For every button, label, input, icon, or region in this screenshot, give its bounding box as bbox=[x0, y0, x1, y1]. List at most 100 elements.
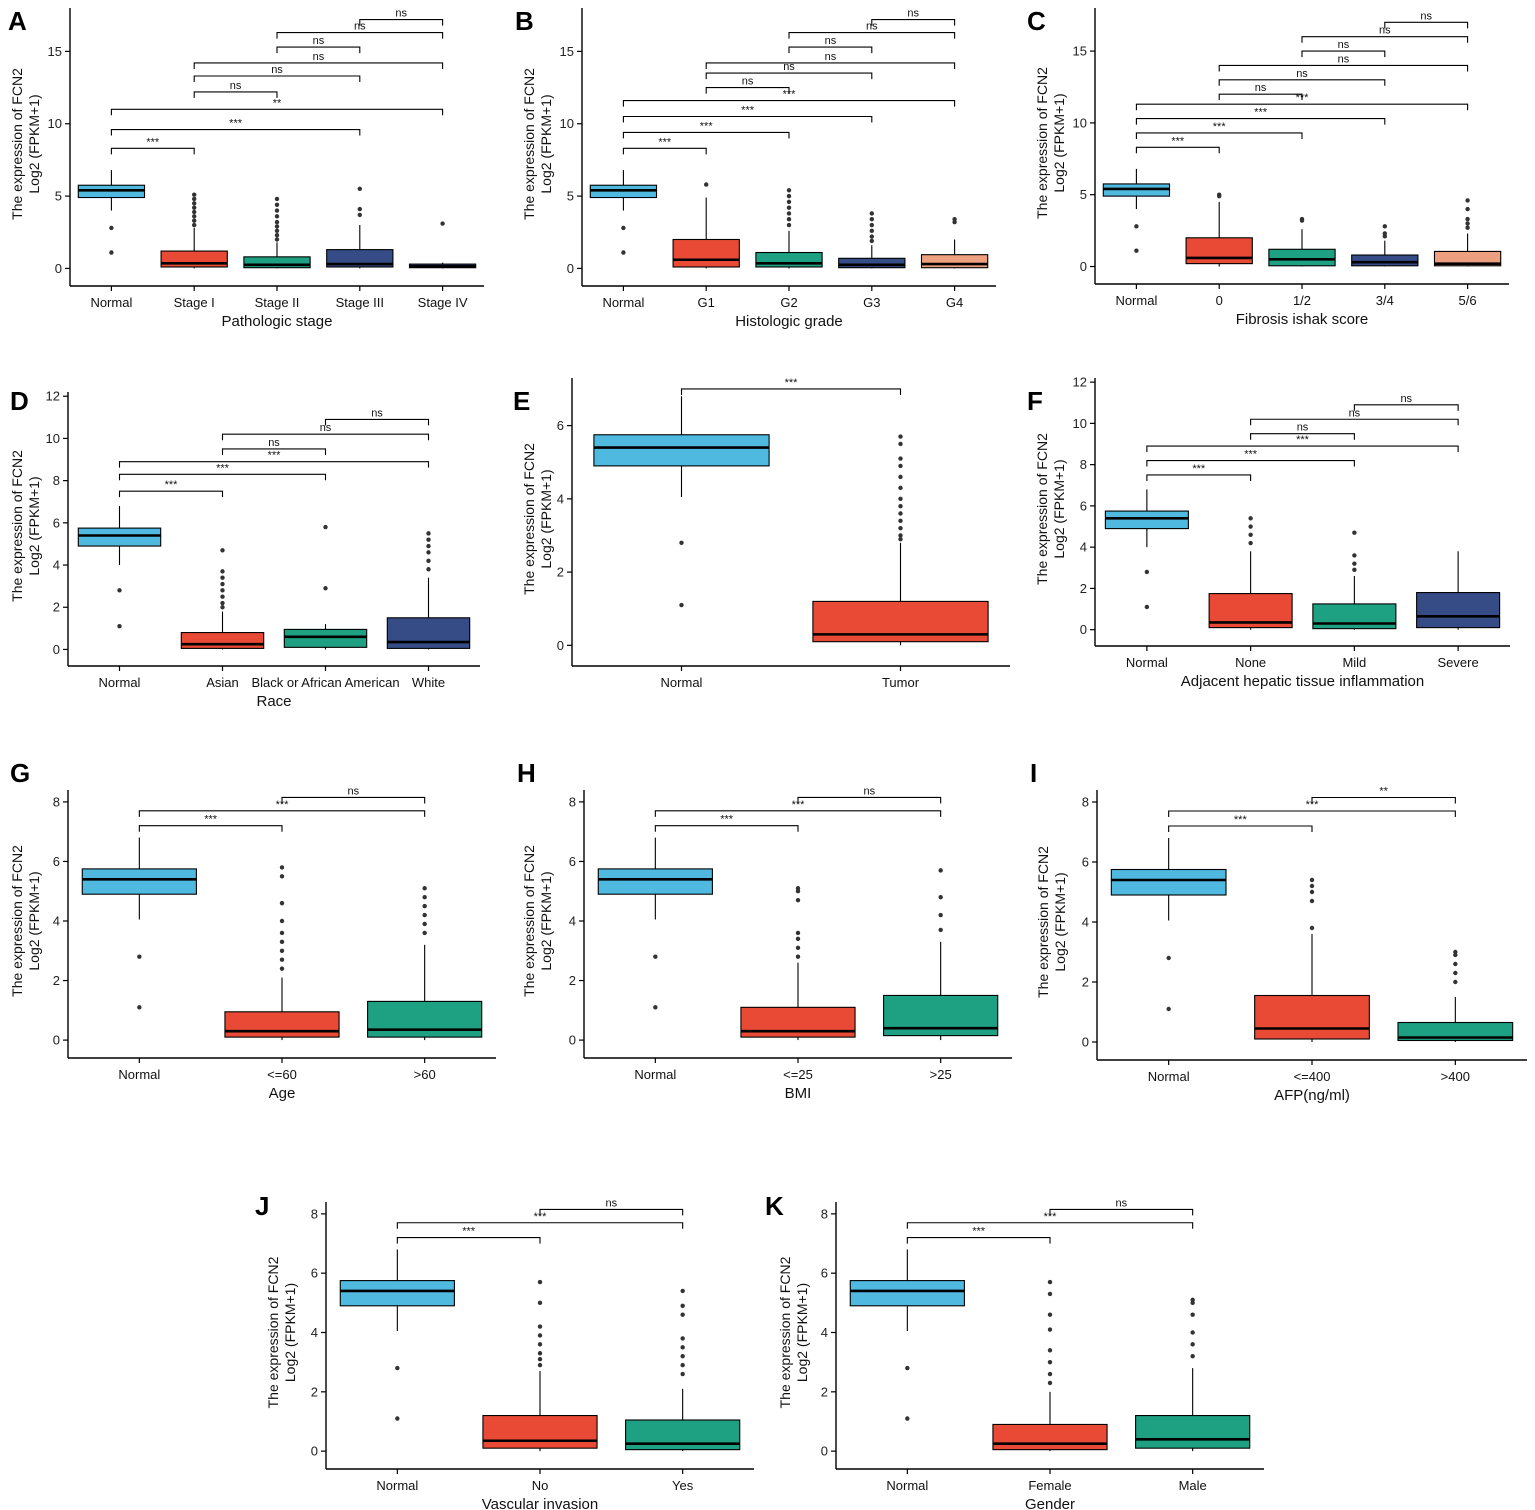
significance-bracket: ns bbox=[705, 61, 873, 80]
box-body bbox=[283, 628, 368, 648]
significance-label: *** bbox=[792, 799, 806, 811]
outlier-point bbox=[795, 886, 801, 891]
significance-label: *** bbox=[534, 1211, 548, 1223]
outlier-point bbox=[323, 524, 328, 530]
box-body bbox=[755, 251, 823, 268]
significance-bracket: *** bbox=[1135, 135, 1220, 154]
y-tick-label: 0 bbox=[1082, 1035, 1089, 1050]
y-tick-label: 0 bbox=[53, 642, 60, 657]
significance-label: *** bbox=[1213, 121, 1227, 133]
significance-bracket: *** bbox=[138, 814, 283, 832]
y-axis-subtitle: Log2 (FPKM+1) bbox=[26, 871, 42, 970]
box-g3 bbox=[838, 211, 906, 269]
outlier-point bbox=[786, 217, 792, 222]
outlier-point bbox=[795, 954, 801, 959]
outlier-point bbox=[938, 894, 943, 900]
x-tick-label: Normal bbox=[602, 295, 644, 310]
outlier-point bbox=[680, 1362, 685, 1368]
y-tick-label: 8 bbox=[53, 794, 60, 809]
panel-letter: I bbox=[1030, 758, 1037, 788]
significance-label: *** bbox=[1044, 1211, 1058, 1223]
y-tick-label: 0 bbox=[53, 1033, 60, 1048]
outlier-point bbox=[422, 912, 427, 918]
outlier-point bbox=[1047, 1348, 1053, 1353]
box-body bbox=[597, 868, 713, 895]
y-tick-label: 8 bbox=[311, 1206, 318, 1221]
outlier-point bbox=[357, 206, 362, 212]
y-tick-label: 2 bbox=[1080, 581, 1087, 596]
y-tick-label: 6 bbox=[1080, 498, 1087, 513]
outlier-point bbox=[440, 221, 445, 226]
outlier-point bbox=[679, 540, 684, 546]
outlier-point bbox=[1465, 198, 1470, 203]
box-body bbox=[740, 1006, 856, 1038]
bracket-line bbox=[193, 91, 278, 98]
outlier-point bbox=[357, 186, 362, 192]
significance-label: ns bbox=[1400, 393, 1412, 405]
box-normal bbox=[589, 170, 658, 255]
outlier-point bbox=[537, 1333, 543, 1338]
significance-bracket: *** bbox=[118, 462, 327, 481]
panel-letter: C bbox=[1027, 6, 1046, 36]
x-tick-label: Severe bbox=[1438, 655, 1479, 670]
significance-bracket: *** bbox=[118, 479, 224, 498]
significance-label: ns bbox=[371, 407, 383, 419]
significance-label: *** bbox=[276, 799, 290, 811]
outlier-point bbox=[1047, 1291, 1053, 1297]
significance-bracket: *** bbox=[654, 799, 942, 817]
box-body bbox=[1185, 237, 1253, 265]
x-tick-label: 0 bbox=[1216, 293, 1223, 308]
outlier-point bbox=[537, 1351, 543, 1356]
y-axis-title: The expression of FCN2 bbox=[9, 68, 25, 220]
significance-label: *** bbox=[1254, 107, 1268, 119]
outlier-point bbox=[274, 196, 280, 202]
x-axis-title: Gender bbox=[1025, 1496, 1075, 1510]
bracket-line bbox=[276, 32, 444, 39]
significance-label: *** bbox=[1234, 814, 1248, 826]
significance-label: ns bbox=[320, 422, 332, 434]
x-tick-label: Stage III bbox=[336, 295, 384, 310]
significance-bracket: ns bbox=[705, 76, 790, 94]
panel-f: F 0 2 4 6 8 10 12 The expression of FCN2 Log2 (FP… bbox=[1027, 375, 1510, 690]
panel-letter: G bbox=[10, 758, 30, 788]
outlier-point bbox=[1047, 1279, 1053, 1285]
box--60 bbox=[224, 865, 340, 1041]
outlier-point bbox=[1453, 961, 1458, 967]
panel-letter: D bbox=[10, 386, 29, 416]
outlier-point bbox=[1047, 1327, 1053, 1332]
outlier-point bbox=[795, 945, 801, 950]
outlier-point bbox=[898, 474, 903, 480]
significance-label: *** bbox=[462, 1226, 476, 1238]
y-tick-label: 2 bbox=[53, 600, 60, 615]
bracket-line bbox=[1146, 474, 1252, 481]
y-tick-label: 4 bbox=[821, 1325, 828, 1340]
significance-bracket: *** bbox=[396, 1226, 541, 1244]
box--25 bbox=[740, 886, 856, 1041]
y-tick-label: 12 bbox=[46, 389, 60, 404]
outlier-point bbox=[1248, 524, 1253, 529]
box-body bbox=[339, 1280, 455, 1307]
significance-bracket: *** bbox=[110, 118, 361, 136]
significance-label: *** bbox=[1296, 434, 1310, 446]
outlier-point bbox=[680, 1303, 685, 1309]
significance-bracket: ns bbox=[1301, 25, 1469, 43]
bracket-line bbox=[1301, 50, 1386, 58]
significance-bracket: ns bbox=[276, 35, 361, 54]
bracket-line bbox=[906, 1222, 1194, 1229]
box-normal bbox=[1104, 489, 1189, 610]
box-body bbox=[1254, 994, 1370, 1040]
significance-bracket: ns bbox=[1218, 68, 1386, 86]
box-body bbox=[180, 632, 265, 649]
significance-bracket: *** bbox=[1146, 449, 1355, 467]
significance-label: ns bbox=[1338, 39, 1350, 51]
box-body bbox=[593, 434, 770, 467]
panel-letter: J bbox=[255, 1191, 269, 1221]
box-none bbox=[1208, 516, 1293, 630]
outlier-point bbox=[1190, 1330, 1195, 1335]
box-body bbox=[838, 257, 906, 269]
x-tick-label: Normal bbox=[118, 1067, 160, 1082]
significance-bracket: *** bbox=[906, 1211, 1194, 1229]
outlier-point bbox=[1352, 553, 1357, 558]
box-normal bbox=[597, 837, 713, 1010]
outlier-point bbox=[279, 874, 285, 879]
